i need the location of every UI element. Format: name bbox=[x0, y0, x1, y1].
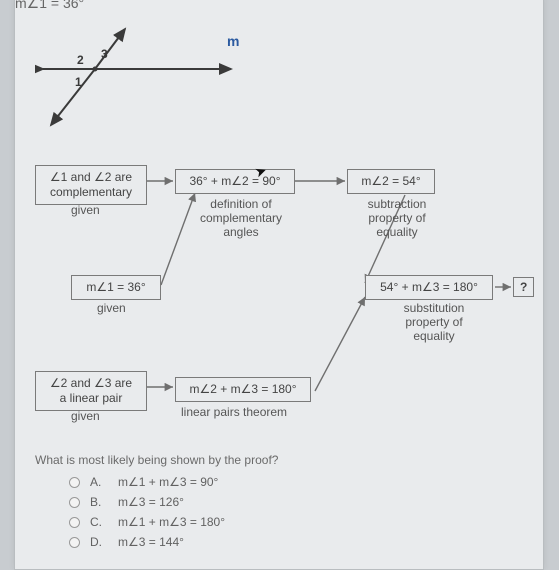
radio-icon bbox=[69, 537, 80, 548]
option-d[interactable]: D. m∠3 = 144° bbox=[69, 535, 225, 549]
proof-box-5: 54° + m∠3 = 180° bbox=[365, 275, 493, 300]
proof-box-5-text: 54° + m∠3 = 180° bbox=[380, 280, 478, 294]
worksheet-paper: m∠1 = 36° 1 2 3 m bbox=[14, 0, 544, 570]
proof-caption-3: subtractionproperty ofequality bbox=[357, 197, 437, 239]
answer-options: A. m∠1 + m∠3 = 90° B. m∠3 = 126° C. m∠1 … bbox=[69, 475, 225, 555]
option-letter: D. bbox=[90, 535, 108, 549]
proof-caption-2: definition ofcomplementaryangles bbox=[191, 197, 291, 239]
option-letter: B. bbox=[90, 495, 108, 509]
proof-caption-6: given bbox=[71, 409, 100, 423]
option-text: m∠1 + m∠3 = 90° bbox=[118, 475, 218, 489]
proof-box-2: 36° + m∠2 = 90° bbox=[175, 169, 295, 194]
proof-box-7: m∠2 + m∠3 = 180° bbox=[175, 377, 311, 402]
proof-box-4: m∠1 = 36° bbox=[71, 275, 161, 300]
proof-box-6: ∠2 and ∠3 area linear pair bbox=[35, 371, 147, 411]
proof-caption-5: substitutionproperty ofequality bbox=[389, 301, 479, 343]
option-b[interactable]: B. m∠3 = 126° bbox=[69, 495, 225, 509]
proof-result-box: ? bbox=[513, 277, 534, 297]
proof-caption-1: given bbox=[71, 203, 100, 217]
option-text: m∠1 + m∠3 = 180° bbox=[118, 515, 225, 529]
radio-icon bbox=[69, 517, 80, 528]
option-letter: C. bbox=[90, 515, 108, 529]
option-c[interactable]: C. m∠1 + m∠3 = 180° bbox=[69, 515, 225, 529]
proof-box-6-text: ∠2 and ∠3 area linear pair bbox=[50, 376, 132, 405]
option-text: m∠3 = 144° bbox=[118, 535, 184, 549]
proof-box-4-text: m∠1 = 36° bbox=[86, 280, 145, 294]
option-text: m∠3 = 126° bbox=[118, 495, 184, 509]
radio-icon bbox=[69, 497, 80, 508]
proof-caption-7: linear pairs theorem bbox=[181, 405, 287, 419]
proof-caption-4: given bbox=[97, 301, 126, 315]
option-a[interactable]: A. m∠1 + m∠3 = 90° bbox=[69, 475, 225, 489]
proof-box-7-text: m∠2 + m∠3 = 180° bbox=[189, 382, 296, 396]
proof-box-1: ∠1 and ∠2 arecomplementary bbox=[35, 165, 147, 205]
question-text: What is most likely being shown by the p… bbox=[35, 453, 278, 467]
proof-box-3: m∠2 = 54° bbox=[347, 169, 435, 194]
proof-box-3-text: m∠2 = 54° bbox=[361, 174, 420, 188]
radio-icon bbox=[69, 477, 80, 488]
qmark-text: ? bbox=[520, 280, 527, 294]
proof-box-1-text: ∠1 and ∠2 arecomplementary bbox=[50, 170, 132, 199]
option-letter: A. bbox=[90, 475, 108, 489]
